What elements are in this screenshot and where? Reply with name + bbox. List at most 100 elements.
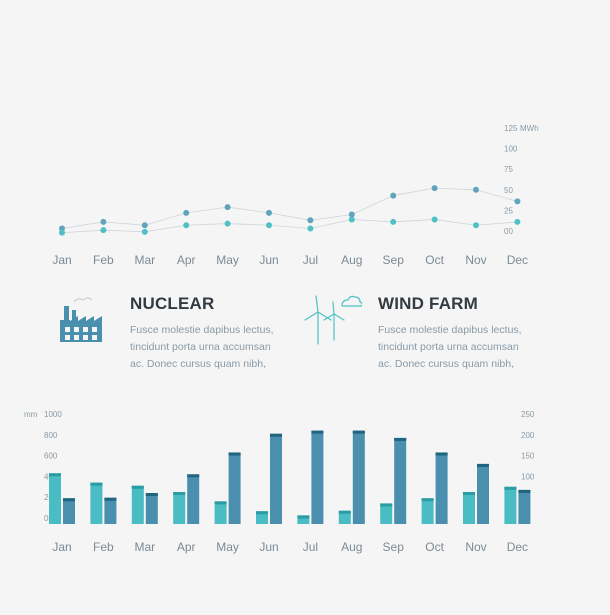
wind-title: WIND FARM [378, 294, 479, 313]
bar-month-label: Feb [93, 540, 114, 554]
line-month-label: May [216, 253, 239, 267]
series-1-point-dec [514, 198, 521, 205]
line-y-tick: 50 [504, 186, 513, 195]
bar-left-tick: 1000 [44, 410, 62, 419]
series-2-point-jan [59, 229, 65, 236]
line-month-label: Mar [134, 253, 155, 267]
series-2-point-mar [141, 228, 148, 235]
wind-bar-jun [256, 511, 268, 524]
bar-right-tick: 100 [521, 472, 535, 481]
series-1-point-aug [348, 211, 355, 218]
series-1-point-feb [100, 218, 107, 225]
nuclear-bar-mar [145, 493, 158, 524]
series-line-2 [61, 219, 518, 234]
series-2-point-aug [348, 216, 355, 223]
nuclear-bar-cap-dec [518, 489, 531, 493]
wind-bar-jan [49, 473, 61, 524]
bar-month-label: Jan [52, 540, 71, 554]
nuclear-bar-feb [104, 497, 117, 524]
line-unit-label: MWh [520, 124, 539, 133]
nuclear-bar-cap-jun [270, 433, 282, 437]
series-1-point-sep [390, 192, 397, 199]
bar-month-label: Sep [383, 540, 405, 554]
wind-bar-cap-oct [421, 498, 434, 502]
bar-right-tick: 200 [521, 431, 535, 440]
wind-info: WIND FARM Fusce molestie dapibus lectus,… [378, 294, 522, 373]
wind-bar-jul [297, 515, 310, 524]
bar-right-tick: 150 [521, 452, 535, 461]
line-y-tick: 00 [504, 227, 513, 236]
line-y-tick: 125 [504, 124, 518, 133]
nuclear-bar-oct [435, 452, 448, 524]
nuclear-bar-may [228, 452, 241, 524]
line-month-label: Jul [303, 253, 318, 267]
nuclear-bar-cap-jul [311, 430, 324, 434]
wind-bar-cap-jul [297, 515, 310, 519]
nuclear-title: NUCLEAR [130, 294, 215, 313]
nuclear-bar-cap-sep [394, 437, 407, 441]
bar-unit-label: mm [24, 410, 38, 419]
wind-bar-cap-mar [131, 485, 144, 489]
nuclear-bar-sep [394, 437, 407, 524]
bar-month-label: Mar [134, 540, 155, 554]
line-month-label: Oct [425, 253, 444, 267]
series-2-point-nov [473, 222, 479, 229]
nuclear-bar-jun [270, 433, 282, 524]
nuclear-bar-nov [477, 463, 489, 524]
wind-bar-nov [463, 492, 475, 524]
nuclear-bar-apr [187, 474, 200, 524]
series-1-point-jul [307, 217, 314, 224]
line-chart: 125 100 75 50 25 00 MWh Jan Feb Mar Apr May Jun Jul Au… [52, 124, 539, 267]
nuclear-text-line-2: tincidunt porta urna accumsan [130, 341, 271, 353]
series-1-point-oct [431, 185, 438, 192]
series-1-point-jan [59, 225, 65, 232]
line-y-tick: 100 [504, 145, 518, 154]
bar-left-tick: 800 [44, 431, 58, 440]
series-2-point-jun [266, 222, 272, 229]
series-1-point-nov [473, 186, 479, 193]
wind-bar-sep [380, 503, 393, 524]
series-2-point-may [224, 220, 231, 227]
wind-bar-cap-nov [463, 492, 475, 495]
nuclear-text-line-1: Fusce molestie dapibus lectus, [130, 324, 274, 336]
series-1-point-jun [266, 209, 272, 216]
series-1-point-apr [183, 209, 190, 216]
series-2-point-oct [431, 216, 438, 223]
bar-right-tick: 50 [521, 493, 530, 502]
wind-bar-cap-jun [256, 511, 268, 515]
bar-month-label: Apr [177, 540, 196, 554]
nuclear-bar-jul [311, 430, 324, 524]
series-1-point-mar [141, 222, 148, 229]
nuclear-bar-aug [352, 430, 365, 524]
nuclear-bar-cap-feb [104, 497, 117, 501]
wind-bar-cap-jan [49, 473, 61, 477]
series-2-point-jul [307, 225, 314, 232]
line-month-label: Feb [93, 253, 114, 267]
line-month-label: Apr [177, 253, 196, 267]
bar-month-label: Jul [303, 540, 318, 554]
bar-right-tick: 250 [521, 410, 535, 419]
bar-month-label: Nov [465, 540, 486, 554]
bar-left-tick: 600 [44, 452, 58, 461]
nuclear-bar-cap-aug [352, 430, 365, 434]
wind-bar-apr [173, 492, 186, 524]
wind-bar-cap-may [214, 501, 227, 505]
wind-text-line-3: ac. Donec cursus quam nibh, [378, 358, 514, 370]
bar-right-tick: 00 [521, 514, 530, 523]
wind-text-line-1: Fusce molestie dapibus lectus, [378, 324, 522, 336]
line-y-tick: 75 [504, 165, 513, 174]
wind-bar-may [214, 501, 227, 524]
series-2-point-feb [100, 227, 107, 234]
bar-left-tick: 00 [44, 514, 53, 523]
wind-bar-cap-dec [504, 486, 517, 490]
nuclear-bar-dec [518, 489, 531, 524]
nuclear-bar-cap-apr [187, 474, 200, 478]
bar-month-label: Aug [341, 540, 362, 554]
nuclear-info: NUCLEAR Fusce molestie dapibus lectus, t… [130, 294, 274, 373]
wind-bar-feb [90, 482, 103, 524]
line-month-label: Nov [465, 253, 486, 267]
nuclear-text-line-3: ac. Donec cursus quam nibh, [130, 358, 266, 370]
nuclear-bar-jan [63, 498, 75, 524]
wind-bar-dec [504, 486, 517, 524]
